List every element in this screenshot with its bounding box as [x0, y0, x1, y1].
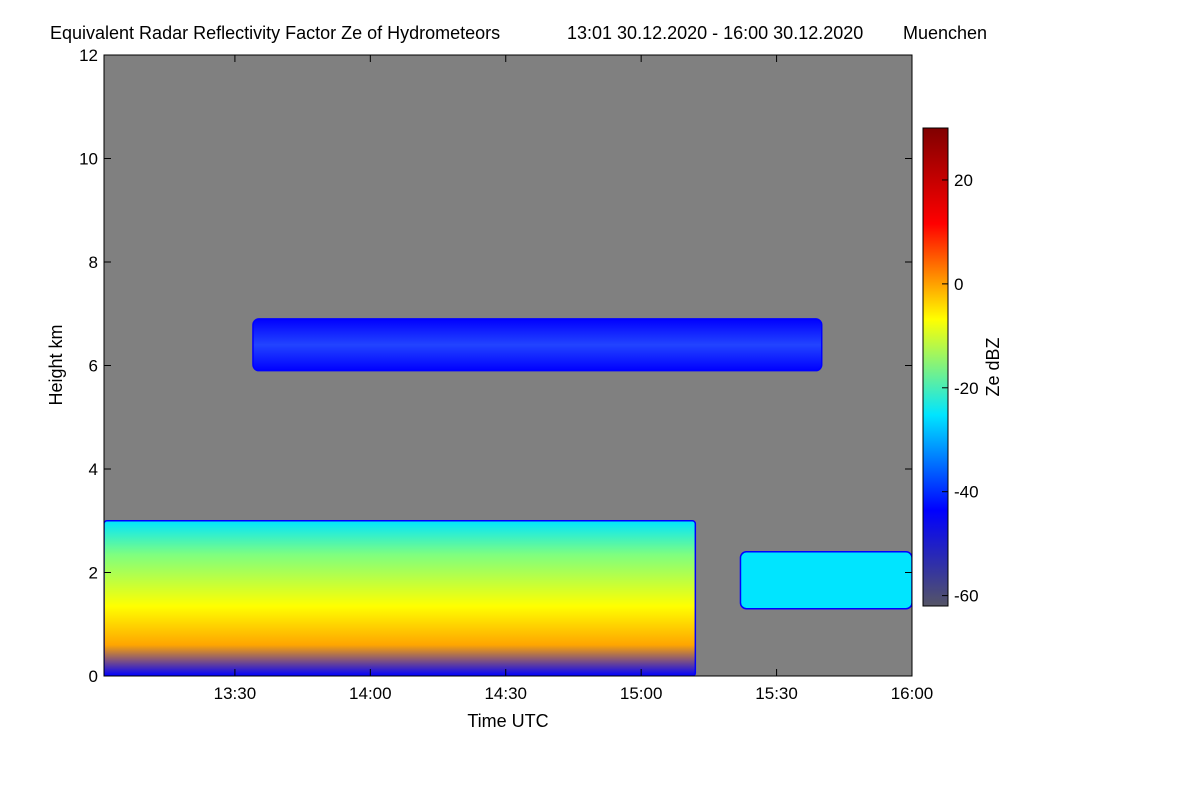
- colorbar-label: Ze dBZ: [983, 337, 1003, 396]
- x-tick-label: 15:30: [755, 684, 798, 703]
- y-tick-label: 2: [89, 564, 98, 583]
- echo-regions: [104, 318, 912, 676]
- colorbar-ticks: -60 -40 -20 0 20: [942, 171, 979, 606]
- x-tick-label: 15:00: [620, 684, 663, 703]
- colorbar-tick-label: -20: [954, 379, 979, 398]
- echo-region: [252, 318, 823, 372]
- y-tick-label: 6: [89, 357, 98, 376]
- colorbar: [922, 127, 949, 607]
- x-tick-label: 14:00: [349, 684, 392, 703]
- y-tick-label: 0: [89, 667, 98, 686]
- colorbar-tick-label: -60: [954, 587, 979, 606]
- x-tick-label: 16:00: [891, 684, 934, 703]
- colorbar-tick-label: 0: [954, 275, 963, 294]
- y-axis-label: Height km: [46, 324, 66, 405]
- x-tick-label: 13:30: [214, 684, 257, 703]
- y-tick-label: 10: [79, 150, 98, 169]
- chart-period: 13:01 30.12.2020 - 16:00 30.12.2020: [567, 23, 863, 43]
- x-axis-ticks: 13:30 14:00 14:30 15:00 15:30 16:00: [214, 55, 934, 703]
- y-tick-label: 8: [89, 253, 98, 272]
- colorbar-tick-label: 20: [954, 171, 973, 190]
- x-axis-label: Time UTC: [467, 711, 548, 731]
- colorbar-tick-label: -40: [954, 483, 979, 502]
- y-tick-label: 4: [89, 460, 98, 479]
- y-axis-ticks: 0 2 4 6 8 10 12: [79, 46, 912, 686]
- chart-title: Equivalent Radar Reflectivity Factor Ze …: [50, 23, 500, 43]
- echo-region: [104, 520, 697, 676]
- y-tick-label: 12: [79, 46, 98, 65]
- x-tick-label: 14:30: [484, 684, 527, 703]
- chart-location: Muenchen: [903, 23, 987, 43]
- echo-region: [739, 551, 912, 610]
